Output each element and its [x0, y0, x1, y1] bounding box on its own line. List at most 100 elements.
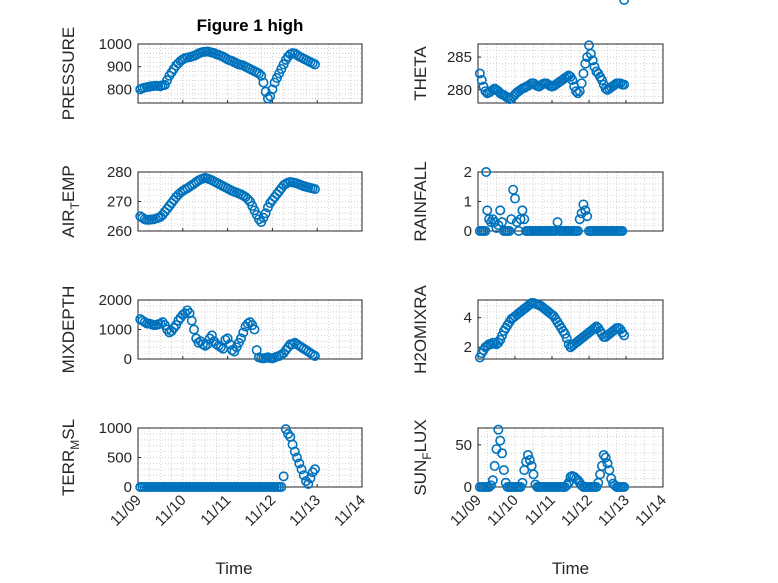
data-point — [197, 339, 208, 350]
y-tick-label: 1000 — [99, 36, 132, 53]
data-point — [509, 193, 520, 204]
data-point — [186, 315, 197, 326]
y-tick-label: 500 — [107, 450, 132, 467]
data-point — [515, 214, 526, 225]
data-point — [305, 473, 316, 484]
data-point — [561, 333, 572, 344]
data-point — [561, 480, 572, 491]
data-point — [495, 205, 506, 216]
data-point — [280, 424, 291, 435]
data-point — [482, 205, 493, 216]
x-axis-label: Time — [552, 559, 589, 578]
y-axis-label: TERRMSL — [59, 419, 82, 496]
data-point — [571, 86, 582, 97]
data-point — [253, 214, 264, 225]
data-point — [572, 226, 583, 237]
x-tick-label: 11/09 — [447, 492, 485, 530]
data-point — [596, 460, 607, 471]
data-point — [587, 55, 598, 66]
data-point — [517, 205, 528, 216]
data-point — [303, 479, 314, 490]
chart-title: Figure 1 high — [197, 16, 304, 35]
y-tick-label: 280 — [447, 82, 472, 99]
data-point — [493, 424, 504, 435]
data-point — [276, 481, 287, 492]
data-point — [572, 88, 583, 99]
data-point — [245, 317, 256, 328]
y-tick-label: 0 — [124, 479, 132, 496]
x-tick-label: 11/14 — [632, 492, 670, 530]
data-point — [598, 449, 609, 460]
data-point — [180, 308, 191, 319]
data-point — [242, 318, 253, 329]
data-point — [157, 317, 168, 328]
data-point — [222, 333, 233, 344]
data-point — [481, 167, 492, 178]
data-point — [508, 184, 519, 195]
data-point — [596, 75, 607, 86]
data-point — [567, 75, 578, 86]
data-point — [589, 323, 600, 334]
x-tick-label: 11/11 — [522, 492, 559, 529]
data-point — [497, 448, 508, 459]
y-tick-label: 260 — [107, 223, 132, 240]
data-point — [309, 184, 320, 195]
x-tick-label: 11/13 — [286, 492, 324, 530]
data-point — [476, 75, 487, 86]
data-point — [262, 93, 273, 104]
data-point — [200, 340, 211, 351]
data-point — [576, 78, 587, 89]
data-point — [292, 452, 303, 463]
data-point — [619, 330, 630, 341]
data-point — [582, 211, 593, 222]
data-point — [528, 469, 539, 480]
data-point — [550, 226, 561, 237]
x-tick-label: 11/10 — [484, 492, 522, 530]
panel-mixdepth: 0 1000 2000 MIXDEPTH — [59, 286, 363, 373]
data-point — [258, 77, 269, 88]
y-tick-label: 800 — [107, 81, 132, 98]
panel-air-temp: 260 270 280 AIRTEMP — [59, 164, 363, 240]
data-point — [580, 205, 591, 216]
data-point — [619, 79, 630, 90]
data-point — [287, 339, 298, 350]
data-point — [595, 469, 606, 480]
data-point — [619, 0, 630, 5]
panel-rainfall: 0 1 2 RAINFALL — [411, 0, 664, 242]
data-point — [206, 330, 217, 341]
axes-frame — [137, 43, 363, 104]
data-point — [215, 342, 226, 353]
x-tick-label: 11/09 — [107, 492, 145, 530]
y-tick-label: 270 — [107, 194, 132, 211]
data-point — [309, 464, 320, 475]
y-tick-label: 1000 — [99, 322, 132, 339]
data-point — [265, 91, 276, 102]
axes-frame — [477, 43, 664, 104]
panel-sun-flux: 11/09 11/10 11/11 11/12 11/13 11/14 0 50 SUNFLUX — [411, 419, 670, 529]
data-point — [495, 334, 506, 345]
data-point — [249, 324, 260, 335]
data-point — [602, 458, 613, 469]
data-point — [524, 455, 535, 466]
y-axis-label: THETA — [411, 46, 430, 101]
data-point — [583, 40, 594, 51]
data-point — [309, 351, 320, 362]
y-axis-label: PRESSURE — [59, 27, 78, 121]
data-point — [182, 305, 193, 316]
data-point — [559, 328, 570, 339]
data-point — [307, 467, 318, 478]
y-tick-label: 1000 — [99, 420, 132, 437]
data-point — [267, 84, 278, 95]
data-point — [474, 68, 485, 79]
y-tick-label: 285 — [447, 49, 472, 66]
data-point — [296, 464, 307, 475]
data-point — [283, 428, 294, 439]
data-point — [498, 465, 509, 476]
data-point — [600, 452, 611, 463]
y-tick-label: 1 — [464, 194, 472, 211]
data-point — [307, 349, 318, 360]
data-point — [495, 435, 506, 446]
panel-h2omixra: 2 4 H2OMIXRA — [411, 284, 664, 374]
y-tick-label: 900 — [107, 59, 132, 76]
panel-pressure: 800 900 1000 PRESSURE Figure 1 high — [59, 16, 363, 121]
